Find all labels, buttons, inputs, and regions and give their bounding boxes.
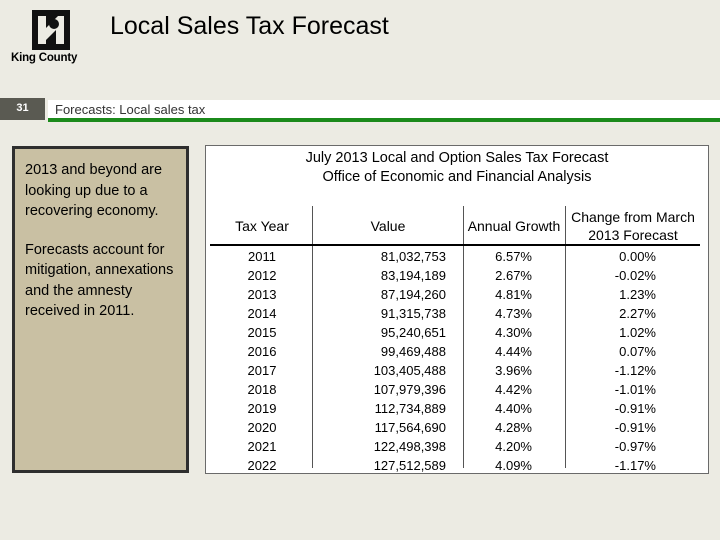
column-header-change: Change from March 2013 Forecast — [571, 209, 695, 243]
cell-change: -0.91% — [614, 401, 656, 416]
cell-tax-year: 2021 — [247, 439, 277, 454]
cell-annual-growth: 4.20% — [495, 439, 532, 454]
cell-tax-year: 2022 — [247, 458, 277, 473]
cell-annual-growth: 4.40% — [495, 401, 532, 416]
cell-change: -0.91% — [614, 420, 656, 435]
cell-value: 99,469,488 — [380, 344, 446, 359]
column-divider — [463, 206, 464, 468]
table-row: 2011 81,032,753 6.57% 0.00% — [206, 248, 708, 267]
slide-title: Local Sales Tax Forecast — [110, 12, 389, 40]
header-rule — [210, 244, 700, 246]
table-row: 2014 91,315,738 4.73% 2.27% — [206, 305, 708, 324]
table-row: 2018 107,979,396 4.42% -1.01% — [206, 381, 708, 400]
logo-text: King County — [11, 52, 78, 64]
cell-change: 0.07% — [619, 344, 656, 359]
column-divider — [565, 206, 566, 468]
cell-value: 122,498,398 — [373, 439, 446, 454]
column-header-tax-year: Tax Year — [235, 218, 289, 234]
cell-value: 107,979,396 — [373, 382, 446, 397]
cell-change: 0.00% — [619, 249, 656, 264]
cell-tax-year: 2019 — [247, 401, 277, 416]
cell-annual-growth: 6.57% — [495, 249, 532, 264]
cell-value: 87,194,260 — [380, 287, 446, 302]
cell-annual-growth: 4.30% — [495, 325, 532, 340]
cell-tax-year: 2018 — [247, 382, 277, 397]
cell-annual-growth: 2.67% — [495, 268, 532, 283]
column-divider — [312, 206, 313, 468]
cell-tax-year: 2011 — [248, 249, 276, 264]
cell-value: 127,512,589 — [373, 458, 446, 473]
cell-value: 91,315,738 — [380, 306, 446, 321]
cell-annual-growth: 4.42% — [495, 382, 532, 397]
cell-annual-growth: 4.73% — [495, 306, 532, 321]
table-row: 2021 122,498,398 4.20% -0.97% — [206, 438, 708, 457]
cell-change: -0.97% — [614, 439, 656, 454]
cell-change: -1.17% — [614, 458, 656, 473]
table-row: 2022 127,512,589 4.09% -1.17% — [206, 457, 708, 476]
cell-annual-growth: 3.96% — [495, 363, 532, 378]
cell-value: 117,564,690 — [374, 420, 446, 435]
cell-change: -0.02% — [614, 268, 656, 283]
cell-tax-year: 2015 — [247, 325, 277, 340]
cell-change: -1.01% — [614, 382, 656, 397]
table-row: 2019 112,734,889 4.40% -0.91% — [206, 400, 708, 419]
cell-tax-year: 2017 — [247, 363, 277, 378]
column-header-value: Value — [370, 218, 406, 234]
cell-value: 95,240,651 — [380, 325, 446, 340]
cell-tax-year: 2020 — [247, 420, 277, 435]
cell-value: 83,194,189 — [380, 268, 446, 283]
cell-value: 112,734,889 — [374, 401, 446, 416]
cell-tax-year: 2014 — [247, 306, 277, 321]
table-row: 2013 87,194,260 4.81% 1.23% — [206, 286, 708, 305]
slide-number: 31 — [0, 98, 45, 120]
table-title-line-1: July 2013 Local and Option Sales Tax For… — [305, 150, 609, 166]
cell-annual-growth: 4.44% — [495, 344, 532, 359]
cell-tax-year: 2013 — [247, 287, 277, 302]
cell-annual-growth: 4.28% — [495, 420, 532, 435]
cell-annual-growth: 4.09% — [495, 458, 532, 473]
table-row: 2016 99,469,488 4.44% 0.07% — [206, 343, 708, 362]
table-row: 2012 83,194,189 2.67% -0.02% — [206, 267, 708, 286]
king-county-logo-mark-icon — [32, 10, 70, 50]
cell-tax-year: 2016 — [247, 344, 277, 359]
subtitle-bar: Forecasts: Local sales tax — [48, 100, 720, 122]
table-title: July 2013 Local and Option Sales Tax For… — [206, 149, 708, 187]
table-title-line-2: Office of Economic and Financial Analysi… — [322, 169, 592, 185]
subtitle-text: Forecasts: Local sales tax — [55, 102, 206, 117]
notes-paragraph-1: 2013 and beyond are looking up due to a … — [25, 162, 163, 219]
column-header-annual-growth: Annual Growth — [467, 218, 561, 234]
cell-annual-growth: 4.81% — [495, 287, 532, 302]
king-county-logo: King County — [8, 10, 88, 70]
table-row: 2015 95,240,651 4.30% 1.02% — [206, 324, 708, 343]
cell-change: -1.12% — [614, 363, 656, 378]
notes-paragraph-2: Forecasts account for mitigation, annexa… — [25, 241, 174, 320]
notes-box: 2013 and beyond are looking up due to a … — [12, 146, 189, 473]
cell-change: 1.23% — [619, 287, 656, 302]
forecast-table: July 2013 Local and Option Sales Tax For… — [205, 145, 709, 474]
cell-change: 1.02% — [619, 325, 656, 340]
cell-value: 103,405,488 — [373, 363, 446, 378]
table-row: 2020 117,564,690 4.28% -0.91% — [206, 419, 708, 438]
cell-value: 81,032,753 — [380, 249, 446, 264]
cell-tax-year: 2012 — [247, 268, 277, 283]
table-row: 2017 103,405,488 3.96% -1.12% — [206, 362, 708, 381]
cell-change: 2.27% — [619, 306, 656, 321]
